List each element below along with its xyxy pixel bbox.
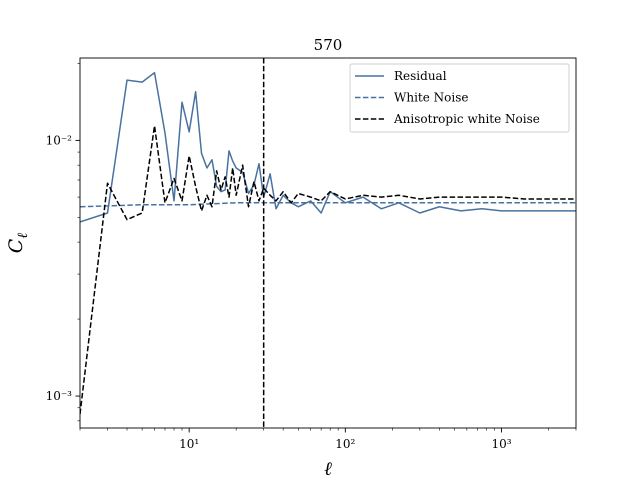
series-line-1 <box>80 71 576 223</box>
legend-label: Anisotropic white Noise <box>393 112 540 126</box>
x-tick-label: 10² <box>335 437 355 451</box>
x-tick-label: 10¹ <box>179 437 199 451</box>
chart-title: 570 <box>314 36 343 54</box>
series-line-3 <box>80 125 576 415</box>
y-tick-label: 10⁻² <box>46 133 73 147</box>
legend-box <box>349 63 570 133</box>
legend-label: Residual <box>394 69 447 83</box>
plot-lines <box>80 58 576 428</box>
y-axis-label-subscript: ℓ <box>15 233 31 239</box>
x-axis-label: ℓ <box>324 458 332 480</box>
y-axis-label-base: C <box>5 238 27 253</box>
legend: Residual White Noise Anisotropic white Noi… <box>349 63 570 133</box>
axes-layer <box>79 57 577 429</box>
ticks-layer: 10¹ 10² 10³ 10⁻³ 10⁻² <box>46 63 577 451</box>
y-axis-label: Cℓ <box>5 233 31 254</box>
series-line-2 <box>80 202 576 208</box>
legend-label: White Noise <box>394 91 468 105</box>
x-tick-label: 10³ <box>491 437 511 451</box>
y-tick-label: 10⁻³ <box>46 389 73 403</box>
axes-frame <box>79 57 577 429</box>
